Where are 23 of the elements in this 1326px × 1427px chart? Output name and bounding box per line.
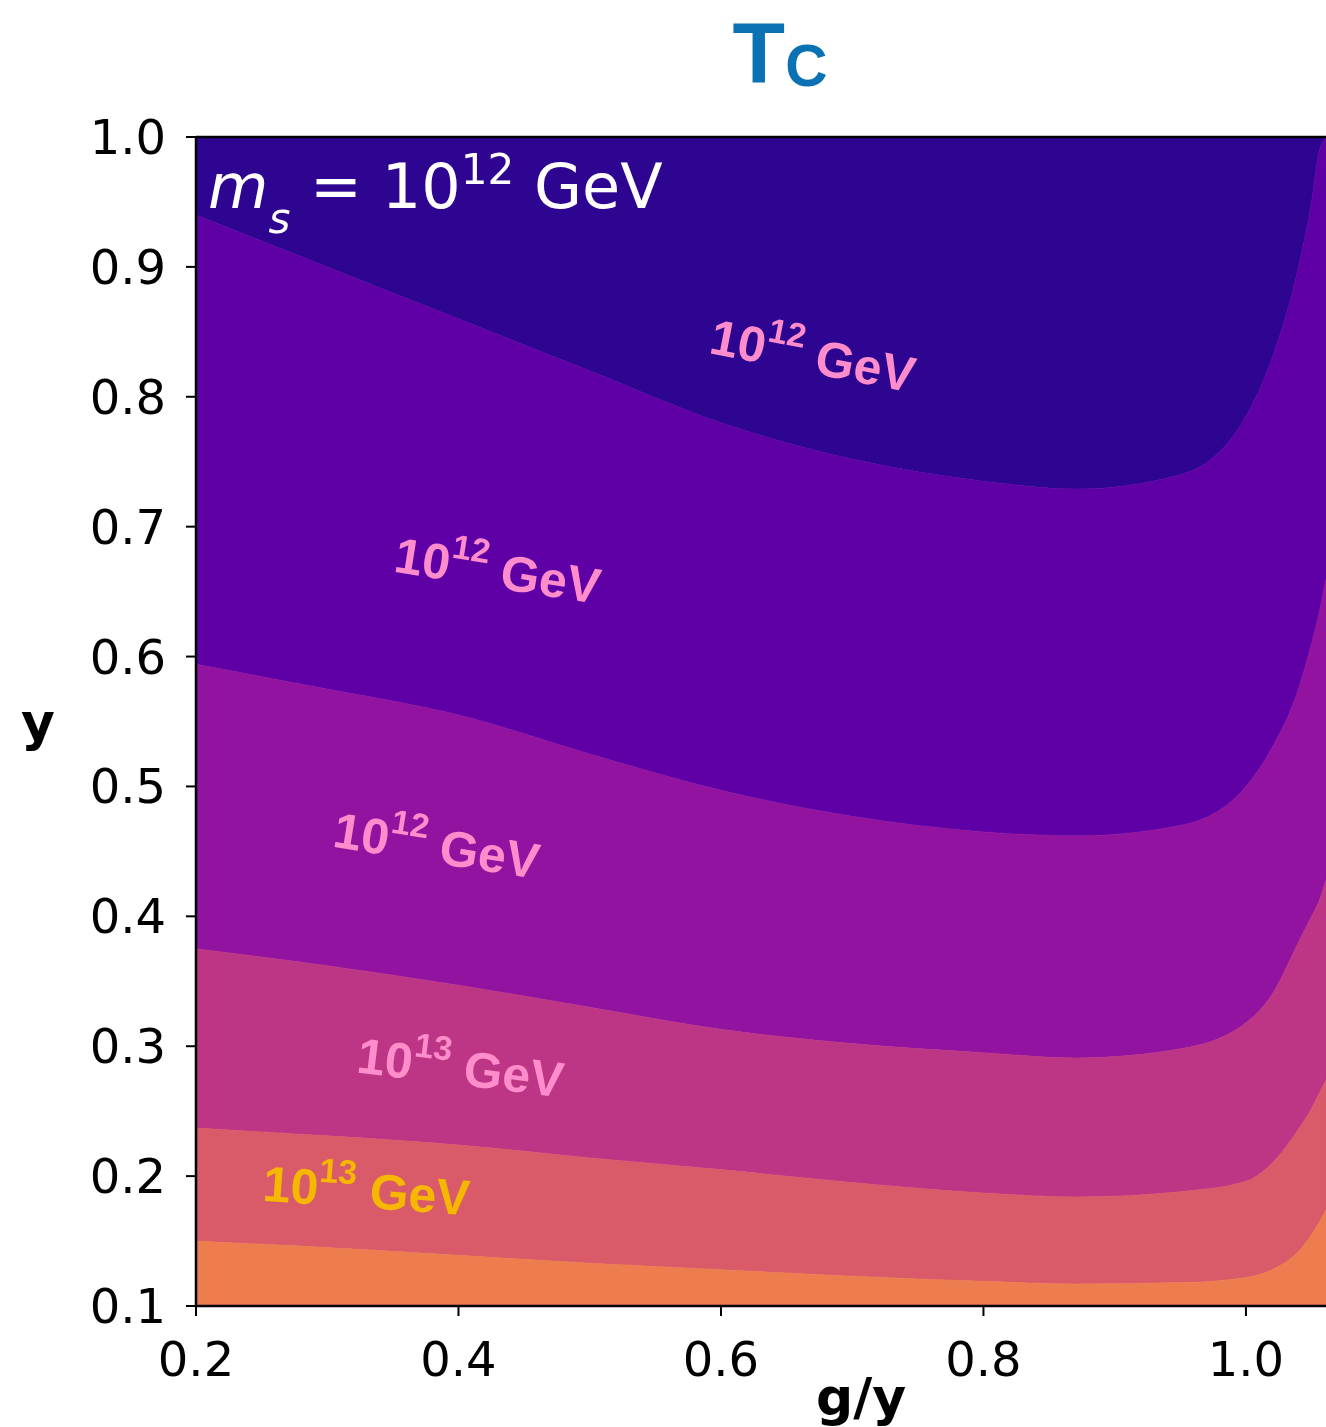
x-axis-title: g/y <box>815 1367 907 1427</box>
x-tick-label: 0.8 <box>945 1331 1022 1387</box>
annotation: 10$^{12}$ GeV <box>390 526 606 616</box>
y-tick-label: 0.3 <box>89 1018 166 1075</box>
y-tick-label: 0.2 <box>89 1148 166 1205</box>
annotation: 10$^{13}$ GeV <box>260 1150 473 1227</box>
y-axis-title: y <box>21 691 55 752</box>
x-tick-label: 0.4 <box>420 1331 497 1387</box>
y-tick-label: 1.0 <box>89 109 166 165</box>
y-tick-label: 0.5 <box>89 758 166 815</box>
annotation: 10$^{12}$ GeV <box>329 801 545 891</box>
x-tick-label: 1.0 <box>1207 1331 1285 1387</box>
y-tick-label: 0.8 <box>89 368 166 425</box>
y-tick-label: 0.9 <box>89 238 166 295</box>
y-tick-label: 0.6 <box>89 628 166 685</box>
y-tick-label: 0.1 <box>89 1278 166 1334</box>
annotation: 10$^{13}$ GeV <box>354 1025 568 1109</box>
annotation: 10$^{12}$ GeV <box>705 309 921 404</box>
y-tick-label: 0.7 <box>89 498 166 555</box>
y-tick-label: 0.4 <box>89 888 166 945</box>
x-tick-label: 0.6 <box>682 1331 760 1387</box>
x-tick-label: 0.2 <box>157 1331 235 1387</box>
annotation: m$_{s}$ = 10$^{12}$ GeV <box>208 144 663 243</box>
